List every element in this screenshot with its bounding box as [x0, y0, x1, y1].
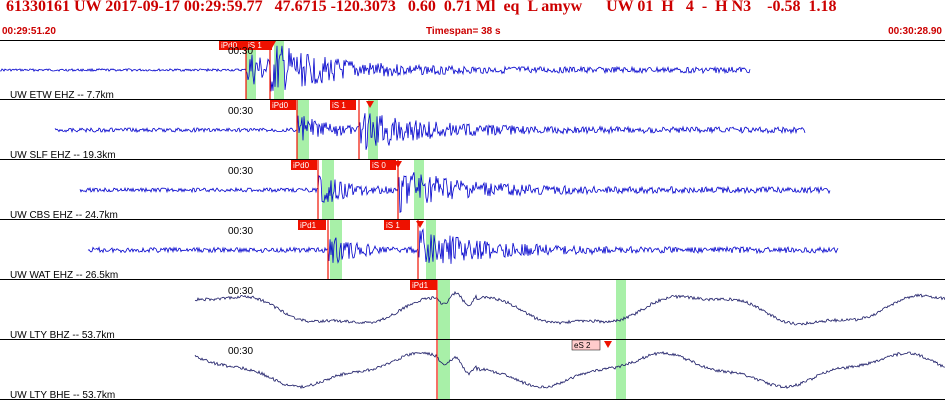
waveform: [54, 113, 806, 150]
pick-flag: [384, 220, 410, 230]
event-summary-title: 61330161 UW 2017-09-17 00:29:59.77 47.67…: [6, 0, 837, 15]
pick-flag-label: iS 1: [332, 101, 346, 110]
pick-flag: [298, 220, 326, 230]
station-label: UW ETW EHZ -- 7.7km: [10, 90, 114, 101]
p-window-band: [438, 340, 450, 400]
trace-panel-cbs: iPd0 iS 0 00:30 UW CBS EHZ -- 24.7km: [0, 160, 945, 221]
pick-marker-icon: [604, 341, 612, 348]
station-label: UW SLF EHZ -- 19.3km: [10, 150, 116, 161]
header-bar: 61330161 UW 2017-09-17 00:29:59.77 47.67…: [0, 0, 945, 40]
waveform: [87, 228, 839, 264]
pick-flag-label: iPd1: [412, 281, 429, 290]
timespan-label: Timespan= 38 s: [426, 26, 501, 37]
s-window-band: [368, 100, 378, 160]
p-window-band: [438, 280, 450, 340]
pick-flag-label: iPd0: [272, 101, 289, 110]
waveform: [194, 290, 945, 326]
station-label: UW CBS EHZ -- 24.7km: [10, 210, 118, 221]
pick-flag: [219, 40, 246, 50]
p-window-band: [297, 100, 309, 160]
time-tick-label: 00:30: [228, 346, 253, 357]
trace-panel-etw: iPd0 iS 100:30 UW ETW EHZ -- 7.7km: [0, 40, 945, 101]
pick-flag-label: eS 2: [574, 341, 591, 350]
s-window-band: [616, 280, 626, 340]
station-label: UW WAT EHZ -- 26.5km: [10, 270, 118, 281]
s-window-band: [616, 340, 626, 400]
time-tick-label: 00:30: [228, 46, 253, 57]
trace-panel-slf: iPd0 iS 1 00:30 UW SLF EHZ -- 19.3km: [0, 100, 945, 161]
pick-marker-icon: [394, 161, 402, 168]
trace-panel-wat: iPd1 iS 1 00:30 UW WAT EHZ -- 26.5km: [0, 220, 945, 281]
pick-marker-icon: [416, 221, 424, 228]
end-time: 00:30:28.90: [888, 26, 942, 37]
pick-flag-label: iPd0: [221, 41, 238, 50]
pick-flag: [270, 100, 296, 110]
pick-flag: [571, 339, 601, 351]
time-tick-label: 00:30: [228, 226, 253, 237]
pick-marker-icon: [366, 101, 374, 108]
pick-flag: [291, 160, 317, 170]
pick-flag-label: iS 1: [386, 221, 400, 230]
waveform: [79, 172, 831, 214]
time-tick-label: 00:30: [228, 166, 253, 177]
pick-flag-label: iPd0: [293, 161, 310, 170]
station-label: UW LTY BHZ -- 53.7km: [10, 330, 115, 341]
pick-flag-label: iS 1: [248, 41, 262, 50]
s-window-band: [426, 220, 436, 280]
trace-panel-lty-bhe: eS 2 00:30 UW LTY BHE -- 53.7km: [0, 339, 945, 400]
p-window-band: [330, 220, 342, 280]
time-tick-label: 00:30: [228, 286, 253, 297]
trace-panel-lty-bhz: iPd1 00:30 UW LTY BHZ -- 53.7km: [0, 280, 945, 341]
pick-flag: [370, 160, 396, 170]
pick-flag-label: iS 0: [372, 161, 386, 170]
pick-flag: [246, 40, 272, 50]
waveform: [194, 350, 945, 390]
pick-flag: [330, 100, 356, 110]
time-tick-label: 00:30: [228, 106, 253, 117]
pick-marker-icon: [268, 41, 276, 48]
pick-flag: [410, 280, 437, 290]
waveform: [0, 45, 751, 92]
p-window-band: [322, 160, 334, 220]
s-window-band: [414, 160, 424, 220]
pick-flag-label: iPd1: [300, 221, 317, 230]
station-label: UW LTY BHE -- 53.7km: [10, 390, 115, 400]
start-time: 00:29:51.20: [2, 26, 56, 37]
